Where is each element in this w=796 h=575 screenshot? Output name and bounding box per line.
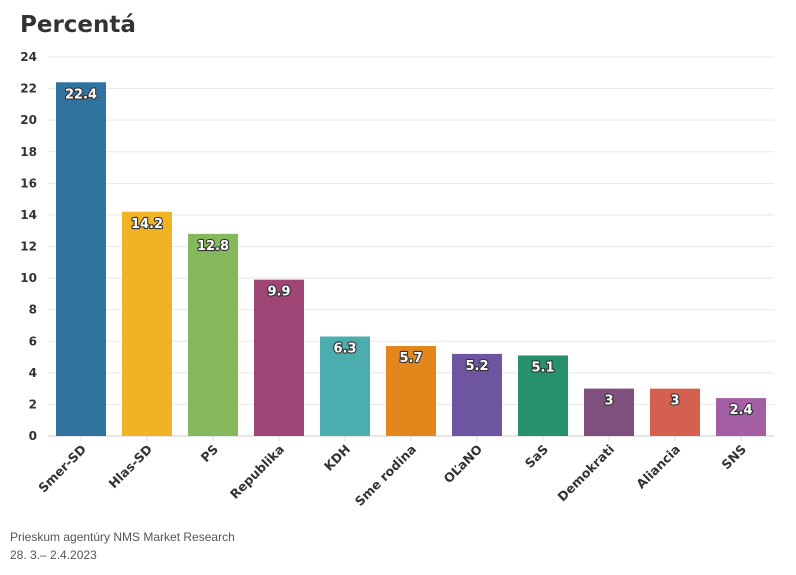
- y-tick-label: 14: [20, 208, 37, 222]
- bar: [518, 355, 568, 436]
- y-tick-label: 18: [20, 145, 37, 159]
- value-label: 22.4: [65, 87, 97, 102]
- x-tick-label: KDH: [321, 442, 353, 474]
- date-note: 28. 3.– 2.4.2023: [10, 548, 97, 562]
- x-tick-label: Sme rodina: [352, 442, 419, 509]
- y-tick-label: 0: [29, 429, 37, 443]
- value-label: 9.9: [267, 285, 290, 300]
- y-tick-label: 2: [29, 397, 37, 411]
- bar: [320, 336, 370, 436]
- bar: [716, 398, 766, 436]
- value-label: 5.7: [399, 351, 422, 366]
- value-label: 5.1: [531, 360, 554, 375]
- y-tick-label: 4: [29, 366, 37, 380]
- y-tick-label: 10: [20, 271, 37, 285]
- value-label: 3: [670, 394, 679, 409]
- y-tick-label: 12: [20, 240, 37, 254]
- x-tick-label: Demokrati: [554, 442, 617, 505]
- value-label: 14.2: [131, 217, 163, 232]
- bar: [56, 82, 106, 437]
- bar: [386, 345, 436, 436]
- x-tick-label: Hlas-SD: [105, 442, 155, 492]
- bar: [122, 211, 172, 436]
- y-tick-label: 24: [20, 50, 37, 64]
- value-label: 2.4: [729, 403, 752, 418]
- bar: [584, 388, 634, 436]
- y-tick-label: 20: [20, 113, 37, 127]
- x-tick-label: Aliancia: [633, 442, 683, 492]
- y-tick-label: 22: [20, 82, 37, 96]
- bars: 22.4 14.2 12.8 9.9 6.3 5.7 5.2 5.1 3 3 2.4: [56, 82, 766, 437]
- y-tick-label: 8: [29, 303, 37, 317]
- x-tick-label: Republika: [227, 442, 287, 502]
- x-tick-label: PS: [198, 442, 221, 465]
- bar: [254, 279, 304, 436]
- value-label: 12.8: [197, 239, 229, 254]
- bar: [650, 388, 700, 436]
- x-tick-label: SaS: [522, 442, 551, 471]
- value-label: 3: [604, 394, 613, 409]
- x-tick-label: SNS: [718, 442, 749, 473]
- chart-title: Percentá: [20, 12, 136, 38]
- x-tick-label: Smer-SD: [35, 442, 89, 496]
- value-label: 5.2: [465, 359, 488, 374]
- y-tick-label: 16: [20, 176, 37, 190]
- x-tick-label: OĽaNO: [440, 442, 485, 487]
- y-tick-label: 6: [29, 334, 37, 348]
- value-label: 6.3: [333, 342, 356, 357]
- bar: [452, 353, 502, 436]
- source-note: Prieskum agentúry NMS Market Research: [10, 530, 235, 544]
- bar: [188, 233, 238, 436]
